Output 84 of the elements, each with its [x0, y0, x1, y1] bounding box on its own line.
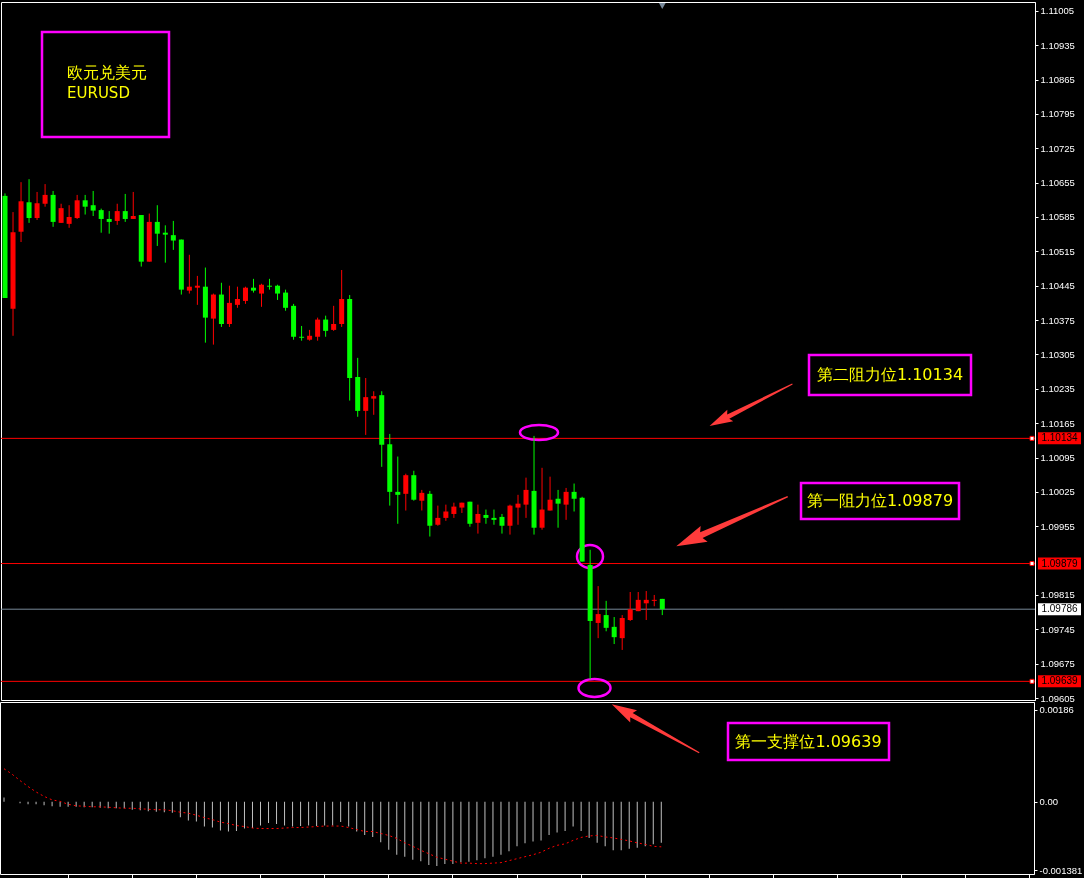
candlestick — [547, 476, 553, 512]
y-tick-label: 1.10865 — [1040, 74, 1075, 86]
y-tick-label: -0.001381 — [1039, 864, 1083, 876]
annotation: 第一阻力位1.09879 — [806, 491, 954, 510]
candlestick — [619, 614, 625, 651]
candlestick — [323, 315, 329, 338]
candlestick — [507, 504, 513, 536]
y-tick-label: 1.10375 — [1040, 314, 1075, 326]
candlestick — [226, 285, 232, 328]
y-tick-label: 1.10235 — [1040, 383, 1075, 395]
candlestick — [259, 283, 265, 308]
candlestick — [82, 194, 88, 216]
annotation: 第二阻力位1.10134 — [816, 365, 964, 384]
candlestick — [74, 194, 80, 220]
y-tick-label: 1.09955 — [1040, 520, 1075, 532]
candlestick — [122, 193, 128, 223]
y-tick-label: 1.11005 — [1040, 5, 1075, 17]
candlestick — [611, 616, 617, 645]
candlestick — [555, 489, 561, 529]
candlestick — [267, 278, 273, 291]
candlestick — [523, 477, 529, 519]
y-tick-label: 1.10165 — [1040, 417, 1075, 429]
candlestick — [194, 275, 200, 306]
candlestick — [98, 208, 104, 234]
line-series — [3, 768, 662, 865]
candlestick — [627, 591, 633, 622]
candlestick — [162, 224, 168, 264]
candlestick — [234, 286, 240, 309]
y-tick-label: 1.10795 — [1040, 108, 1075, 120]
candlestick — [539, 467, 545, 531]
candlestick — [499, 513, 505, 535]
candlestick — [299, 325, 305, 342]
y-tick-label: 1.10025 — [1040, 486, 1075, 498]
y-tick-label: 1.10655 — [1040, 177, 1075, 189]
y-tick-label: 1.09815 — [1040, 589, 1075, 601]
candlestick — [170, 220, 176, 251]
candlestick — [154, 204, 160, 247]
candlestick — [42, 183, 48, 208]
y-tick-label: 1.09675 — [1040, 658, 1075, 670]
candlestick — [371, 390, 377, 416]
candlestick — [283, 289, 289, 312]
y-tick-label: 1.10445 — [1040, 280, 1075, 292]
candlestick — [395, 456, 401, 525]
y-tick-label: 1.09605 — [1040, 692, 1075, 704]
candlestick — [435, 505, 441, 527]
annotation: 第一支撑位1.09639 — [735, 731, 882, 751]
candlestick — [571, 483, 577, 513]
candlestick — [483, 509, 489, 525]
y-tick-label: 0.00186 — [1039, 704, 1074, 716]
candlestick — [603, 600, 609, 632]
candlestick — [515, 494, 521, 526]
candlestick — [34, 191, 40, 221]
candlestick — [363, 377, 369, 436]
y-tick-label: 1.09745 — [1040, 623, 1075, 635]
candlestick — [66, 204, 72, 229]
y-tick-label: 1.10095 — [1040, 452, 1075, 464]
candlestick — [443, 504, 449, 522]
candlestick — [451, 502, 457, 519]
candlestick — [651, 594, 657, 607]
y-tick-label: 1.10725 — [1040, 142, 1075, 154]
text: 欧元兑美元 — [67, 63, 147, 82]
y-tick-label: 1.10305 — [1040, 348, 1075, 360]
candlestick — [90, 190, 96, 217]
candlestick — [130, 191, 136, 220]
text: EURUSD — [67, 84, 130, 102]
candlestick — [106, 210, 112, 235]
candlestick — [114, 203, 120, 226]
candlestick — [475, 504, 481, 535]
candlestick — [403, 473, 409, 512]
y-tick-label: 1.10935 — [1040, 39, 1075, 51]
candlestick — [26, 178, 32, 224]
candlestick — [595, 585, 601, 639]
y-tick-label: 1.10515 — [1040, 245, 1075, 257]
candlestick — [563, 487, 569, 521]
candlestick — [467, 501, 473, 528]
candlestick — [491, 509, 497, 526]
candlestick — [419, 489, 425, 512]
y-tick-label: 1.10585 — [1040, 211, 1075, 223]
candlestick — [315, 317, 321, 342]
candlestick — [58, 203, 64, 224]
y-tick-label: 0.00 — [1039, 796, 1058, 808]
candlestick — [186, 254, 192, 295]
candlestick — [459, 502, 465, 514]
candlestick — [331, 305, 337, 332]
